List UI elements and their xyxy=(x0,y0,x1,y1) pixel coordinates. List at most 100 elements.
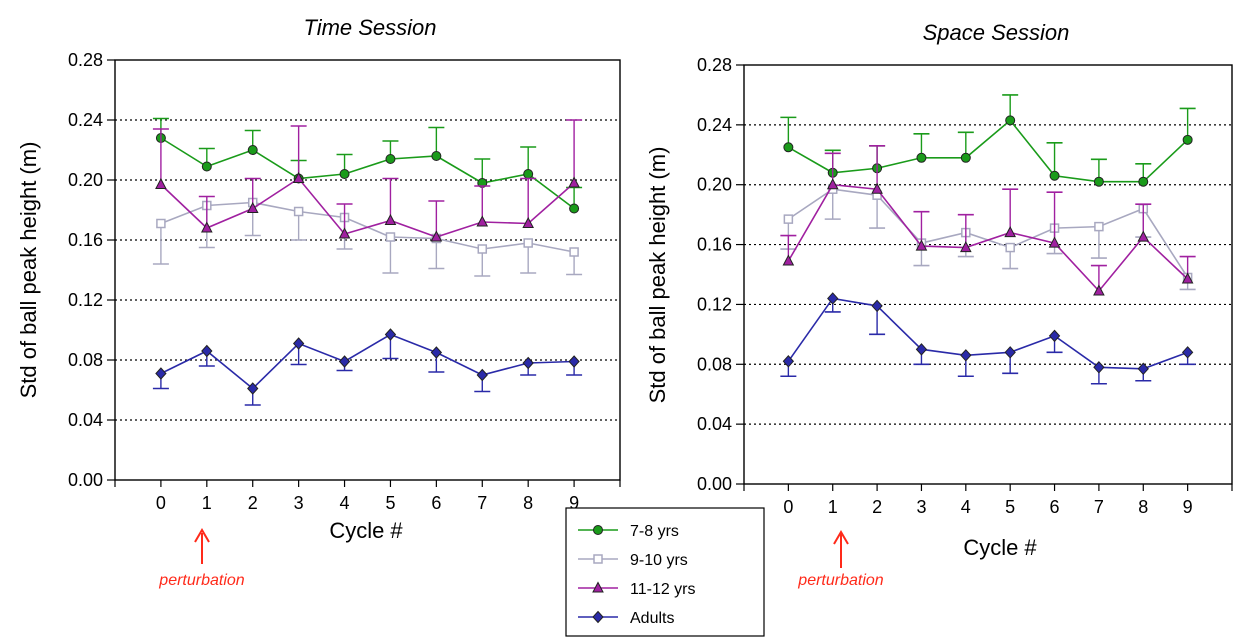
data-point xyxy=(783,214,794,224)
data-point xyxy=(871,299,883,313)
data-point xyxy=(476,215,489,227)
data-point xyxy=(293,206,304,217)
legend-label: 11-12 yrs xyxy=(630,581,696,598)
legend-label: Adults xyxy=(630,610,674,627)
data-point xyxy=(430,230,443,242)
x-tick-label: 2 xyxy=(872,497,882,517)
y-tick-label: 0.12 xyxy=(68,290,103,310)
legend-entry: 11-12 yrs xyxy=(578,581,696,598)
x-tick-label: 8 xyxy=(1138,497,1148,517)
series-9-10-yrs xyxy=(780,184,1196,291)
x-tick-label: 9 xyxy=(569,493,579,513)
data-point xyxy=(1182,134,1193,145)
data-point xyxy=(338,355,351,368)
y-tick-label: 0.08 xyxy=(68,350,103,370)
legend-entry: 9-10 yrs xyxy=(578,552,688,569)
data-point xyxy=(915,239,928,251)
y-tick-label: 0.00 xyxy=(697,474,732,494)
data-point xyxy=(960,349,972,362)
time-session-panel: Time Session Std of ball peak height (m)… xyxy=(16,15,621,589)
space-session-panel: Space Session Std of ball peak height (m… xyxy=(645,20,1233,589)
data-point xyxy=(385,154,396,164)
plot-frame xyxy=(114,59,621,481)
series-9-10-yrs xyxy=(152,197,583,277)
data-point xyxy=(156,218,166,229)
data-point xyxy=(292,171,305,183)
data-point xyxy=(384,328,397,341)
data-point xyxy=(247,145,258,155)
data-point xyxy=(201,161,212,172)
series-adults xyxy=(780,292,1196,385)
series-line xyxy=(160,177,575,238)
data-point xyxy=(1048,236,1061,248)
series-adults xyxy=(152,328,583,406)
data-point xyxy=(1181,272,1194,284)
x-axis-label: Cycle # xyxy=(963,535,1037,560)
series-line xyxy=(160,137,575,210)
data-point xyxy=(384,213,397,225)
legend-entry: 7-8 yrs xyxy=(578,523,679,540)
data-point xyxy=(247,382,259,395)
x-tick-label: 4 xyxy=(961,497,971,517)
series-line xyxy=(787,297,1188,370)
y-axis: 0.00 0.04 0.08 0.12 0.16 0.20 0.24 0.28 xyxy=(68,50,115,490)
y-tick-label: 0.16 xyxy=(68,230,103,250)
legend-label: 9-10 yrs xyxy=(630,552,688,569)
data-point xyxy=(1138,176,1149,187)
data-point xyxy=(430,346,443,359)
data-point xyxy=(523,238,533,248)
x-tick-label: 0 xyxy=(783,497,793,517)
y-tick-label: 0.08 xyxy=(697,354,732,374)
y-tick-label: 0.24 xyxy=(697,115,732,135)
data-point xyxy=(782,254,795,266)
x-tick-label: 7 xyxy=(1094,497,1104,517)
panel-title: Time Session xyxy=(303,15,436,40)
data-point xyxy=(339,169,350,179)
y-axis: 0.00 0.04 0.08 0.12 0.16 0.20 0.24 0.28 xyxy=(697,55,744,494)
y-tick-label: 0.24 xyxy=(68,110,103,130)
y-tick-label: 0.04 xyxy=(697,414,732,434)
x-axis: 0 1 2 3 4 5 6 7 8 9 xyxy=(114,480,621,513)
data-point xyxy=(1048,329,1061,343)
x-tick-label: 1 xyxy=(828,497,838,517)
data-point xyxy=(1049,170,1060,181)
y-axis-label: Std of ball peak height (m) xyxy=(16,142,41,399)
data-point xyxy=(915,343,928,356)
data-point xyxy=(292,337,305,350)
data-point xyxy=(959,240,972,253)
data-point xyxy=(522,356,534,370)
data-point xyxy=(522,216,535,228)
gridlines xyxy=(744,124,1232,425)
data-point xyxy=(871,182,883,194)
plot-frame xyxy=(743,64,1233,485)
x-tick-label: 7 xyxy=(477,493,487,513)
data-point xyxy=(960,152,971,163)
series-line xyxy=(787,188,1189,278)
data-point xyxy=(783,142,794,153)
data-point xyxy=(1137,362,1149,376)
data-point xyxy=(782,355,795,368)
data-point xyxy=(155,177,167,189)
data-point xyxy=(523,169,534,179)
y-tick-label: 0.28 xyxy=(697,55,732,75)
y-tick-label: 0.04 xyxy=(68,410,103,430)
perturbation-arrow xyxy=(194,528,210,564)
x-tick-label: 3 xyxy=(294,493,304,513)
data-point xyxy=(826,178,839,190)
data-point xyxy=(568,355,580,368)
data-point xyxy=(568,176,580,188)
data-point xyxy=(477,244,488,254)
data-point xyxy=(1094,221,1104,232)
series-7-8-yrs xyxy=(780,94,1196,187)
gridlines xyxy=(115,119,620,421)
x-axis: 0 1 2 3 4 5 6 7 8 9 xyxy=(743,484,1233,517)
data-point xyxy=(569,203,580,214)
data-point xyxy=(592,610,604,624)
y-tick-label: 0.00 xyxy=(68,470,103,490)
y-axis-label: Std of ball peak height (m) xyxy=(645,147,670,404)
data-point xyxy=(476,368,488,382)
series-11-12-yrs xyxy=(780,145,1196,296)
series-line xyxy=(787,183,1189,293)
data-point xyxy=(593,554,603,564)
